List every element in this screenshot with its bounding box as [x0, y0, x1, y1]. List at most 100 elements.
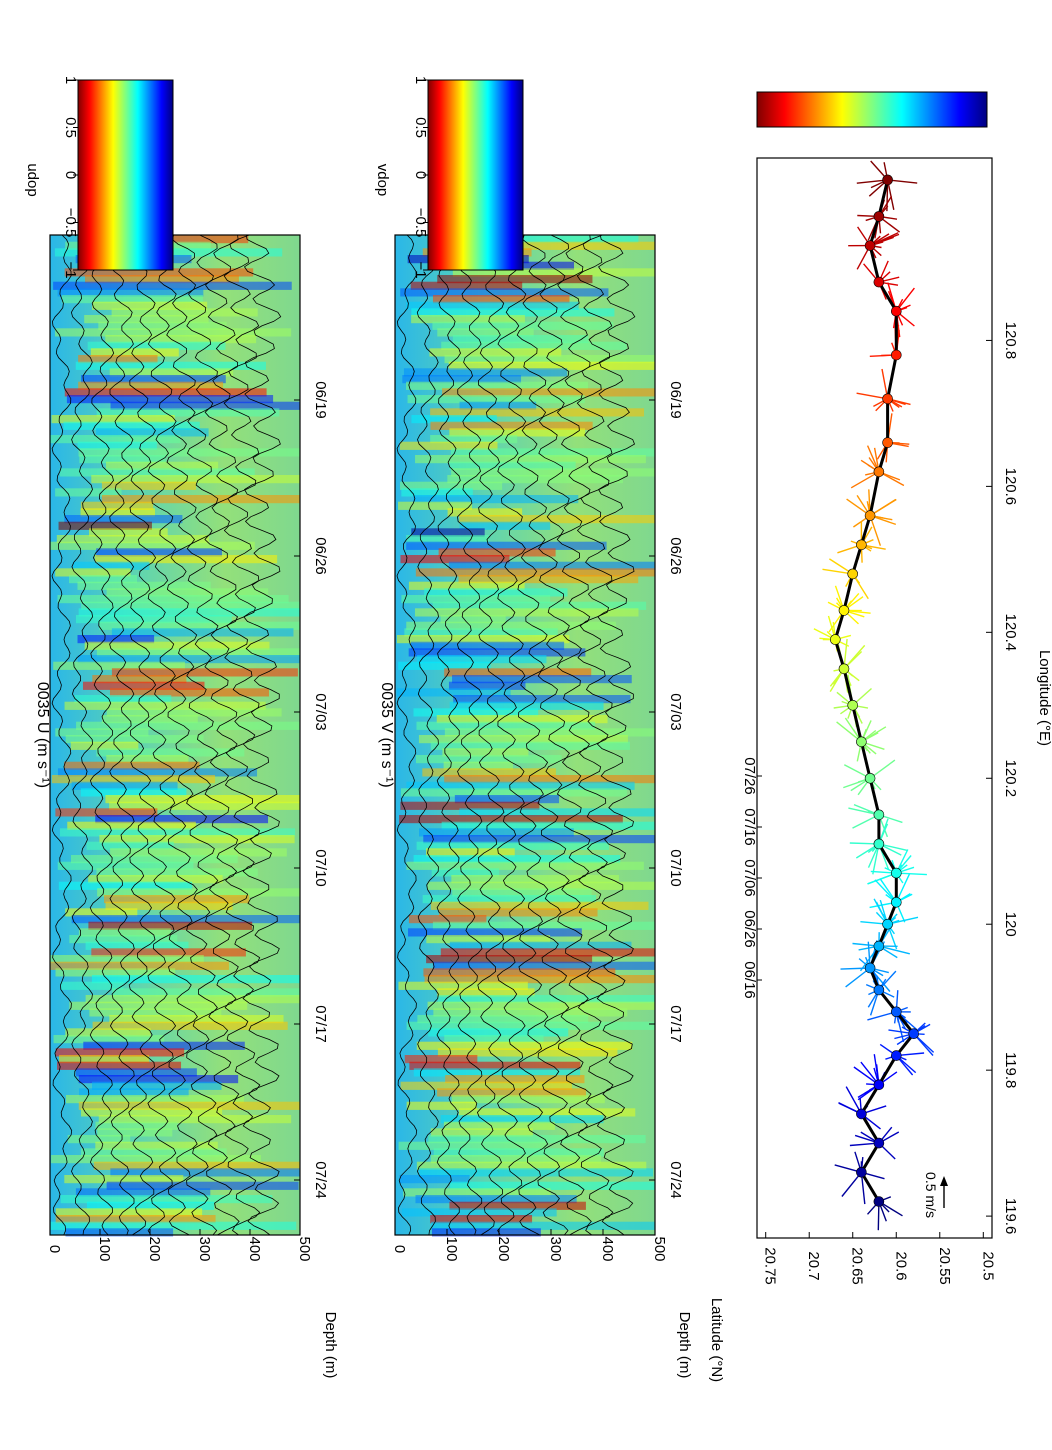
- velocity-band: [423, 968, 616, 977]
- velocity-band: [96, 548, 222, 557]
- velocity-band: [398, 1141, 547, 1150]
- velocity-band: [75, 1188, 211, 1197]
- colorbar-u-label: udop: [24, 163, 41, 196]
- velocity-band: [430, 421, 593, 430]
- velocity-band: [67, 1135, 131, 1144]
- track-point: [856, 1108, 867, 1120]
- velocity-band: [409, 1061, 581, 1070]
- panel-v-title: 0035 V (m s⁻¹): [378, 682, 395, 787]
- velocity-band: [101, 495, 301, 504]
- velocity-band: [63, 421, 200, 430]
- velocity-band: [105, 795, 301, 804]
- velocity-band: [430, 1155, 601, 1164]
- colorbar-u-bar: [77, 79, 174, 271]
- velocity-band: [57, 768, 258, 777]
- colorbar-tick-label: 0: [62, 171, 79, 179]
- velocity-band: [112, 988, 300, 997]
- colorbar-v: 1 0.5 0 −0.5 −1 vdop: [374, 76, 524, 279]
- velocity-band: [50, 1221, 297, 1230]
- track-point: [873, 466, 885, 478]
- velocity-band: [398, 661, 491, 670]
- velocity-band: [106, 1181, 299, 1190]
- velocity-band: [417, 655, 547, 664]
- velocity-band: [80, 788, 187, 797]
- velocity-band: [429, 348, 562, 357]
- velocity-band: [430, 435, 518, 444]
- velocity-band: [69, 1001, 248, 1010]
- velocity-band: [428, 1135, 646, 1144]
- isotherm-contour: [516, 234, 549, 1236]
- date-tick-label: 07/24: [667, 1161, 684, 1199]
- velocity-band: [405, 301, 579, 310]
- velocity-band: [95, 1121, 178, 1130]
- velocity-band: [449, 428, 586, 437]
- velocity-band: [411, 415, 497, 424]
- velocity-band: [419, 1168, 654, 1177]
- velocity-band: [96, 428, 209, 437]
- velocity-band: [428, 1028, 569, 1037]
- velocity-band: [111, 628, 294, 637]
- track-point: [873, 1137, 885, 1149]
- track-point: [829, 634, 841, 645]
- colorbar-tick-label: 1: [62, 76, 79, 84]
- track-point: [873, 940, 885, 952]
- velocity-band: [408, 915, 487, 924]
- panel-v-ylabel: Depth (m): [676, 1312, 693, 1379]
- date-tick-label: 07/17: [312, 1005, 329, 1043]
- velocity-band: [85, 275, 239, 284]
- velocity-band: [417, 1015, 589, 1024]
- velocity-band: [418, 735, 628, 744]
- velocity-band: [442, 748, 529, 757]
- velocity-band: [422, 768, 556, 777]
- velocity-band: [82, 681, 205, 690]
- velocity-band: [66, 395, 274, 404]
- panel-v-x-ticks: 06/19 06/26 07/03 07/10 07/17 07/24: [649, 381, 684, 1199]
- velocity-band: [81, 601, 300, 610]
- velocity-band: [78, 381, 224, 390]
- velocity-band: [401, 595, 551, 604]
- isotherm-contour: [396, 234, 418, 1236]
- panel-u-frame: [49, 234, 301, 1236]
- velocity-band: [398, 981, 528, 990]
- depth-tick-label: 0: [391, 1245, 408, 1253]
- velocity-band: [438, 548, 556, 557]
- velocity-band: [396, 688, 511, 697]
- velocity-band: [437, 1048, 618, 1057]
- velocity-band: [396, 635, 570, 644]
- lon-tick-label: 120: [1002, 912, 1019, 937]
- velocity-band: [413, 1068, 581, 1077]
- velocity-band: [399, 815, 623, 824]
- panel-v: 0 100 200 300 400 500 06/19 06/26 07/03 07/10 07/…: [378, 234, 693, 1379]
- track-point: [873, 276, 885, 288]
- velocity-band: [441, 341, 627, 350]
- panel-u-stripes: [50, 235, 301, 1237]
- isotherm-contour: [223, 234, 261, 1236]
- velocity-band: [411, 528, 485, 537]
- depth-tick-label: 400: [246, 1236, 263, 1261]
- velocity-band: [53, 281, 292, 290]
- velocity-band: [430, 901, 649, 910]
- velocity-band: [50, 435, 181, 444]
- colorbar-date-tick-label: 06/26: [741, 910, 758, 948]
- track-point: [873, 984, 885, 996]
- panel-track-xlabel: Longitude (°E): [1036, 650, 1052, 746]
- velocity-band: [451, 468, 655, 477]
- velocity-band: [431, 1221, 655, 1230]
- velocity-band: [413, 708, 539, 717]
- velocity-band: [78, 1075, 239, 1084]
- velocity-band: [448, 561, 655, 570]
- depth-tick-label: 500: [296, 1236, 313, 1261]
- track-point: [882, 174, 893, 186]
- lon-tick-label: 120.8: [1002, 322, 1019, 360]
- track-point: [873, 1079, 885, 1091]
- track-point: [882, 437, 893, 448]
- velocity-band: [96, 408, 280, 417]
- velocity-band: [432, 921, 656, 930]
- velocity-band: [64, 268, 254, 277]
- velocity-band: [99, 621, 301, 630]
- velocity-band: [432, 961, 655, 970]
- velocity-band: [442, 388, 655, 397]
- track-point: [873, 211, 885, 222]
- colorbar-date-tick-label: 07/06: [741, 859, 758, 897]
- velocity-band: [55, 488, 122, 497]
